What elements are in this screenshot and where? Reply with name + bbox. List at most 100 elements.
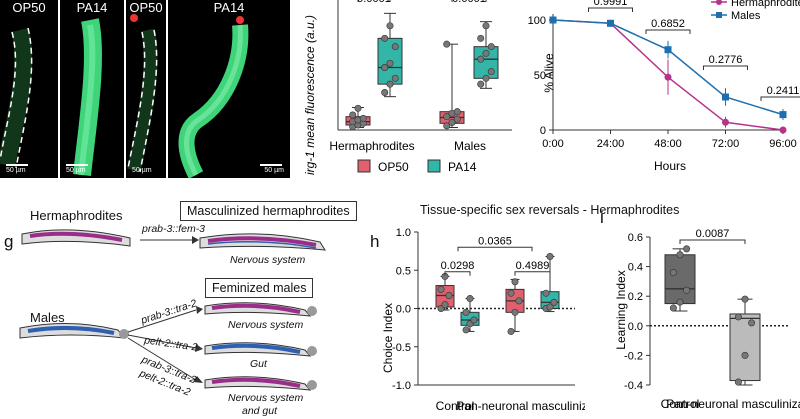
significance-bracket [357,0,391,2]
legend-swatch-pa14 [427,159,441,173]
data-point [482,22,490,30]
panel-g-schematic: Hermaphrodites Masculinized hermaphrodit… [0,198,360,419]
data-point [386,22,394,30]
data-point [511,308,519,316]
data-point [445,291,453,299]
choice-index-chart: Choice Index -1.0 -0.5 0.0 0.5 1.0 0.0298 0.03… [381,227,585,413]
panel-letter-i: i [600,208,604,227]
data-point [386,59,394,67]
data-point [676,251,684,259]
y-tick-label: -0.5 [392,342,411,354]
data-point [391,43,399,51]
data-point [664,46,672,54]
data-point [683,245,691,253]
significance-bracket [451,0,487,2]
micrograph-label: PA14 [213,0,245,15]
males-label: Males [30,310,65,325]
x-tick-label: 48:00 [654,138,682,150]
data-point [664,73,672,81]
p-value-label: 0.2411 [767,85,800,97]
tissue-label: Nervous system [230,254,306,266]
y-tick-label: -0.2 [624,350,643,362]
masculinized-box: Masculinized hermaphrodites [180,201,357,221]
worm-schematics [19,229,326,391]
hermaphrodites-label: Hermaphrodites [30,208,123,223]
data-point [669,269,677,277]
y-tick-label: 0.0 [628,321,643,333]
x-axis-label: Hours [654,159,686,173]
category-label: Males [454,139,486,153]
p-value-label: 0.4989 [516,260,550,272]
data-point [487,68,495,76]
data-point [511,278,519,286]
data-point [448,119,456,127]
category-label: Pan-neuronal masculinization [456,399,585,413]
micrograph-panel: OP50 50 µm PA14 50 µm OP50 50 µm PA14 [0,0,290,178]
legend-label: Males [731,10,761,22]
data-point [477,34,485,42]
category-label: Control [436,399,475,413]
data-point [546,303,554,311]
micrograph-label: OP50 [12,0,46,15]
data-point [607,19,614,27]
legend-marker [716,0,722,5]
data-point [381,89,389,97]
data-point [482,74,490,82]
y-tick-label: 0.2 [628,291,643,303]
significance-bracket [703,65,748,70]
panel-h-title: Tissue-specific sex reversals - Hermaphr… [420,203,680,217]
y-tick-label: 0.0 [396,304,411,316]
data-point [676,298,684,306]
data-point [477,80,485,88]
data-point [779,126,787,134]
data-point [441,301,449,309]
legend-label: PA14 [448,160,477,174]
data-point [487,43,495,51]
significance-bracket [679,239,746,244]
data-point [741,295,749,303]
significance-bracket [444,271,471,276]
significance-bracket [645,29,691,34]
data-point [359,114,367,122]
micrograph-label: PA14 [76,0,108,15]
category-label: Pan-neuronal masculinization [666,397,800,411]
y-axis-label: Choice Index [381,303,395,373]
y-tick-label: 1.0 [396,227,411,239]
data-point [669,304,677,312]
y-axis-label: irg-1 mean fluorescence (a.u.) [303,15,317,175]
tissue-label: and gut [242,405,278,417]
micrograph-pa14-herm: PA14 50 µm [60,0,124,178]
significance-bracket [760,96,800,101]
p-value-label: 0.2776 [709,54,743,66]
p-value-label: 0.0001 [357,0,391,5]
x-tick-label: 0:00 [542,138,563,150]
significance-bracket [457,246,533,252]
scale-bar [260,164,282,166]
data-point [683,286,691,294]
data-point [779,111,787,119]
data-point [748,319,756,327]
data-point [443,40,451,48]
tissue-label: Nervous system [228,392,304,404]
tissue-label: Nervous system [228,319,304,331]
data-point [507,289,515,297]
category-label: Hermaphrodites [329,139,414,153]
p-value-label: 0.9991 [594,0,628,8]
box [729,313,761,382]
y-tick-label: 50 [534,70,546,82]
legend-label: Hermaphrodites [731,0,800,9]
p-value-label: 0.0298 [441,260,475,272]
data-point [549,16,557,24]
scale-label: 50 µm [6,167,26,174]
legend-swatch-op50 [357,159,371,173]
data-point [354,104,362,112]
data-point [734,378,742,386]
panel-letter-g: g [4,232,14,251]
scale-label: 50 µm [132,167,152,174]
data-point [381,34,389,42]
legend-marker [716,12,722,18]
data-point [443,122,451,130]
data-point [546,252,554,260]
y-tick-label: 100 [528,15,546,27]
